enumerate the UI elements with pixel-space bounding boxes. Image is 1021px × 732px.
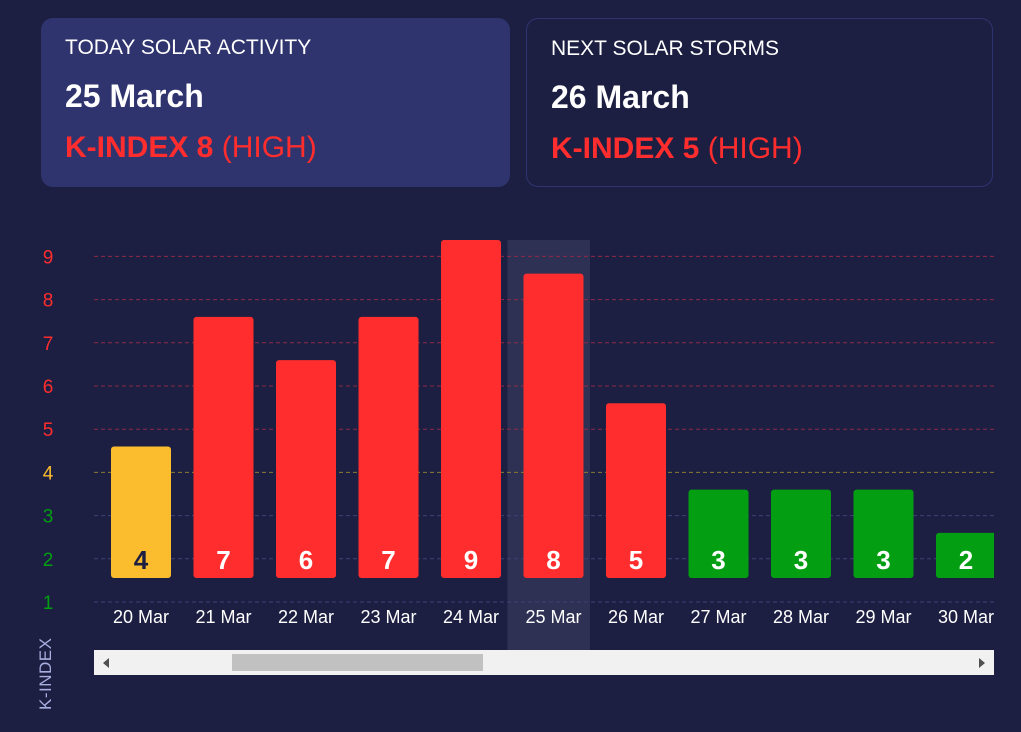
card-date: 25 March [65, 78, 204, 114]
y-tick-label: 9 [43, 247, 54, 268]
card-title: TODAY SOLAR ACTIVITY [65, 36, 312, 59]
y-tick-label: 3 [43, 507, 54, 528]
y-tick-label: 2 [43, 550, 54, 571]
today-solar-activity-card: TODAY SOLAR ACTIVITY 25 March K-INDEX 8 … [41, 18, 510, 187]
x-tick-label: 27 Mar [690, 607, 746, 627]
next-solar-storms-card: NEXT SOLAR STORMS 26 March K-INDEX 5 (HI… [526, 18, 993, 187]
bar [111, 446, 171, 578]
x-tick-label: 25 Mar [525, 607, 581, 627]
bar [193, 316, 254, 578]
bar-value-label: 7 [381, 545, 395, 575]
x-tick-label: 26 Mar [608, 607, 664, 627]
x-tick-label: 20 Mar [113, 607, 169, 627]
bar [441, 240, 501, 578]
x-tick-label: 23 Mar [360, 607, 416, 627]
chart-scrollbar[interactable] [94, 650, 994, 675]
bar-value-label: 3 [876, 545, 890, 575]
y-tick-label: 8 [43, 291, 54, 312]
bar-value-label: 5 [629, 545, 643, 575]
y-tick-label: 4 [43, 463, 54, 484]
x-tick-label: 30 Mar [938, 607, 994, 627]
y-axis-label: K-INDEX [36, 637, 55, 710]
bar-value-label: 6 [299, 545, 313, 575]
card-kindex: K-INDEX 8 (HIGH) [65, 131, 486, 165]
x-tick-label: 24 Mar [443, 607, 499, 627]
scrollbar-thumb[interactable] [232, 654, 483, 671]
card-kindex: K-INDEX 5 (HIGH) [551, 132, 968, 166]
bar-value-label: 2 [959, 545, 973, 575]
bar-value-label: 8 [546, 545, 560, 575]
x-tick-label: 21 Mar [195, 607, 251, 627]
kindex-level: (HIGH) [707, 132, 803, 165]
bar [606, 403, 666, 578]
kindex-value: K-INDEX 8 [65, 131, 214, 164]
card-date: 26 March [551, 79, 690, 115]
y-tick-label: 1 [43, 593, 54, 614]
y-tick-label: 6 [43, 377, 54, 398]
bar-value-label: 7 [216, 545, 230, 575]
bar [358, 316, 419, 578]
x-tick-label: 22 Mar [278, 607, 334, 627]
bar-value-label: 4 [134, 545, 149, 575]
kindex-level: (HIGH) [221, 131, 317, 164]
bar-value-label: 9 [464, 545, 478, 575]
bar [853, 489, 914, 578]
bar [688, 489, 749, 578]
y-tick-label: 7 [43, 334, 54, 355]
bar [771, 489, 831, 578]
kindex-value: K-INDEX 5 [551, 132, 700, 165]
x-tick-label: 28 Mar [773, 607, 829, 627]
bar-value-label: 3 [794, 545, 808, 575]
scroll-right-arrow-icon[interactable] [979, 658, 985, 668]
bar [936, 532, 994, 578]
x-tick-label: 29 Mar [855, 607, 911, 627]
bar [523, 273, 584, 578]
card-title: NEXT SOLAR STORMS [551, 37, 779, 60]
scroll-left-arrow-icon[interactable] [103, 658, 109, 668]
bar [276, 360, 336, 578]
bar-value-label: 3 [711, 545, 725, 575]
y-tick-label: 5 [43, 420, 54, 441]
